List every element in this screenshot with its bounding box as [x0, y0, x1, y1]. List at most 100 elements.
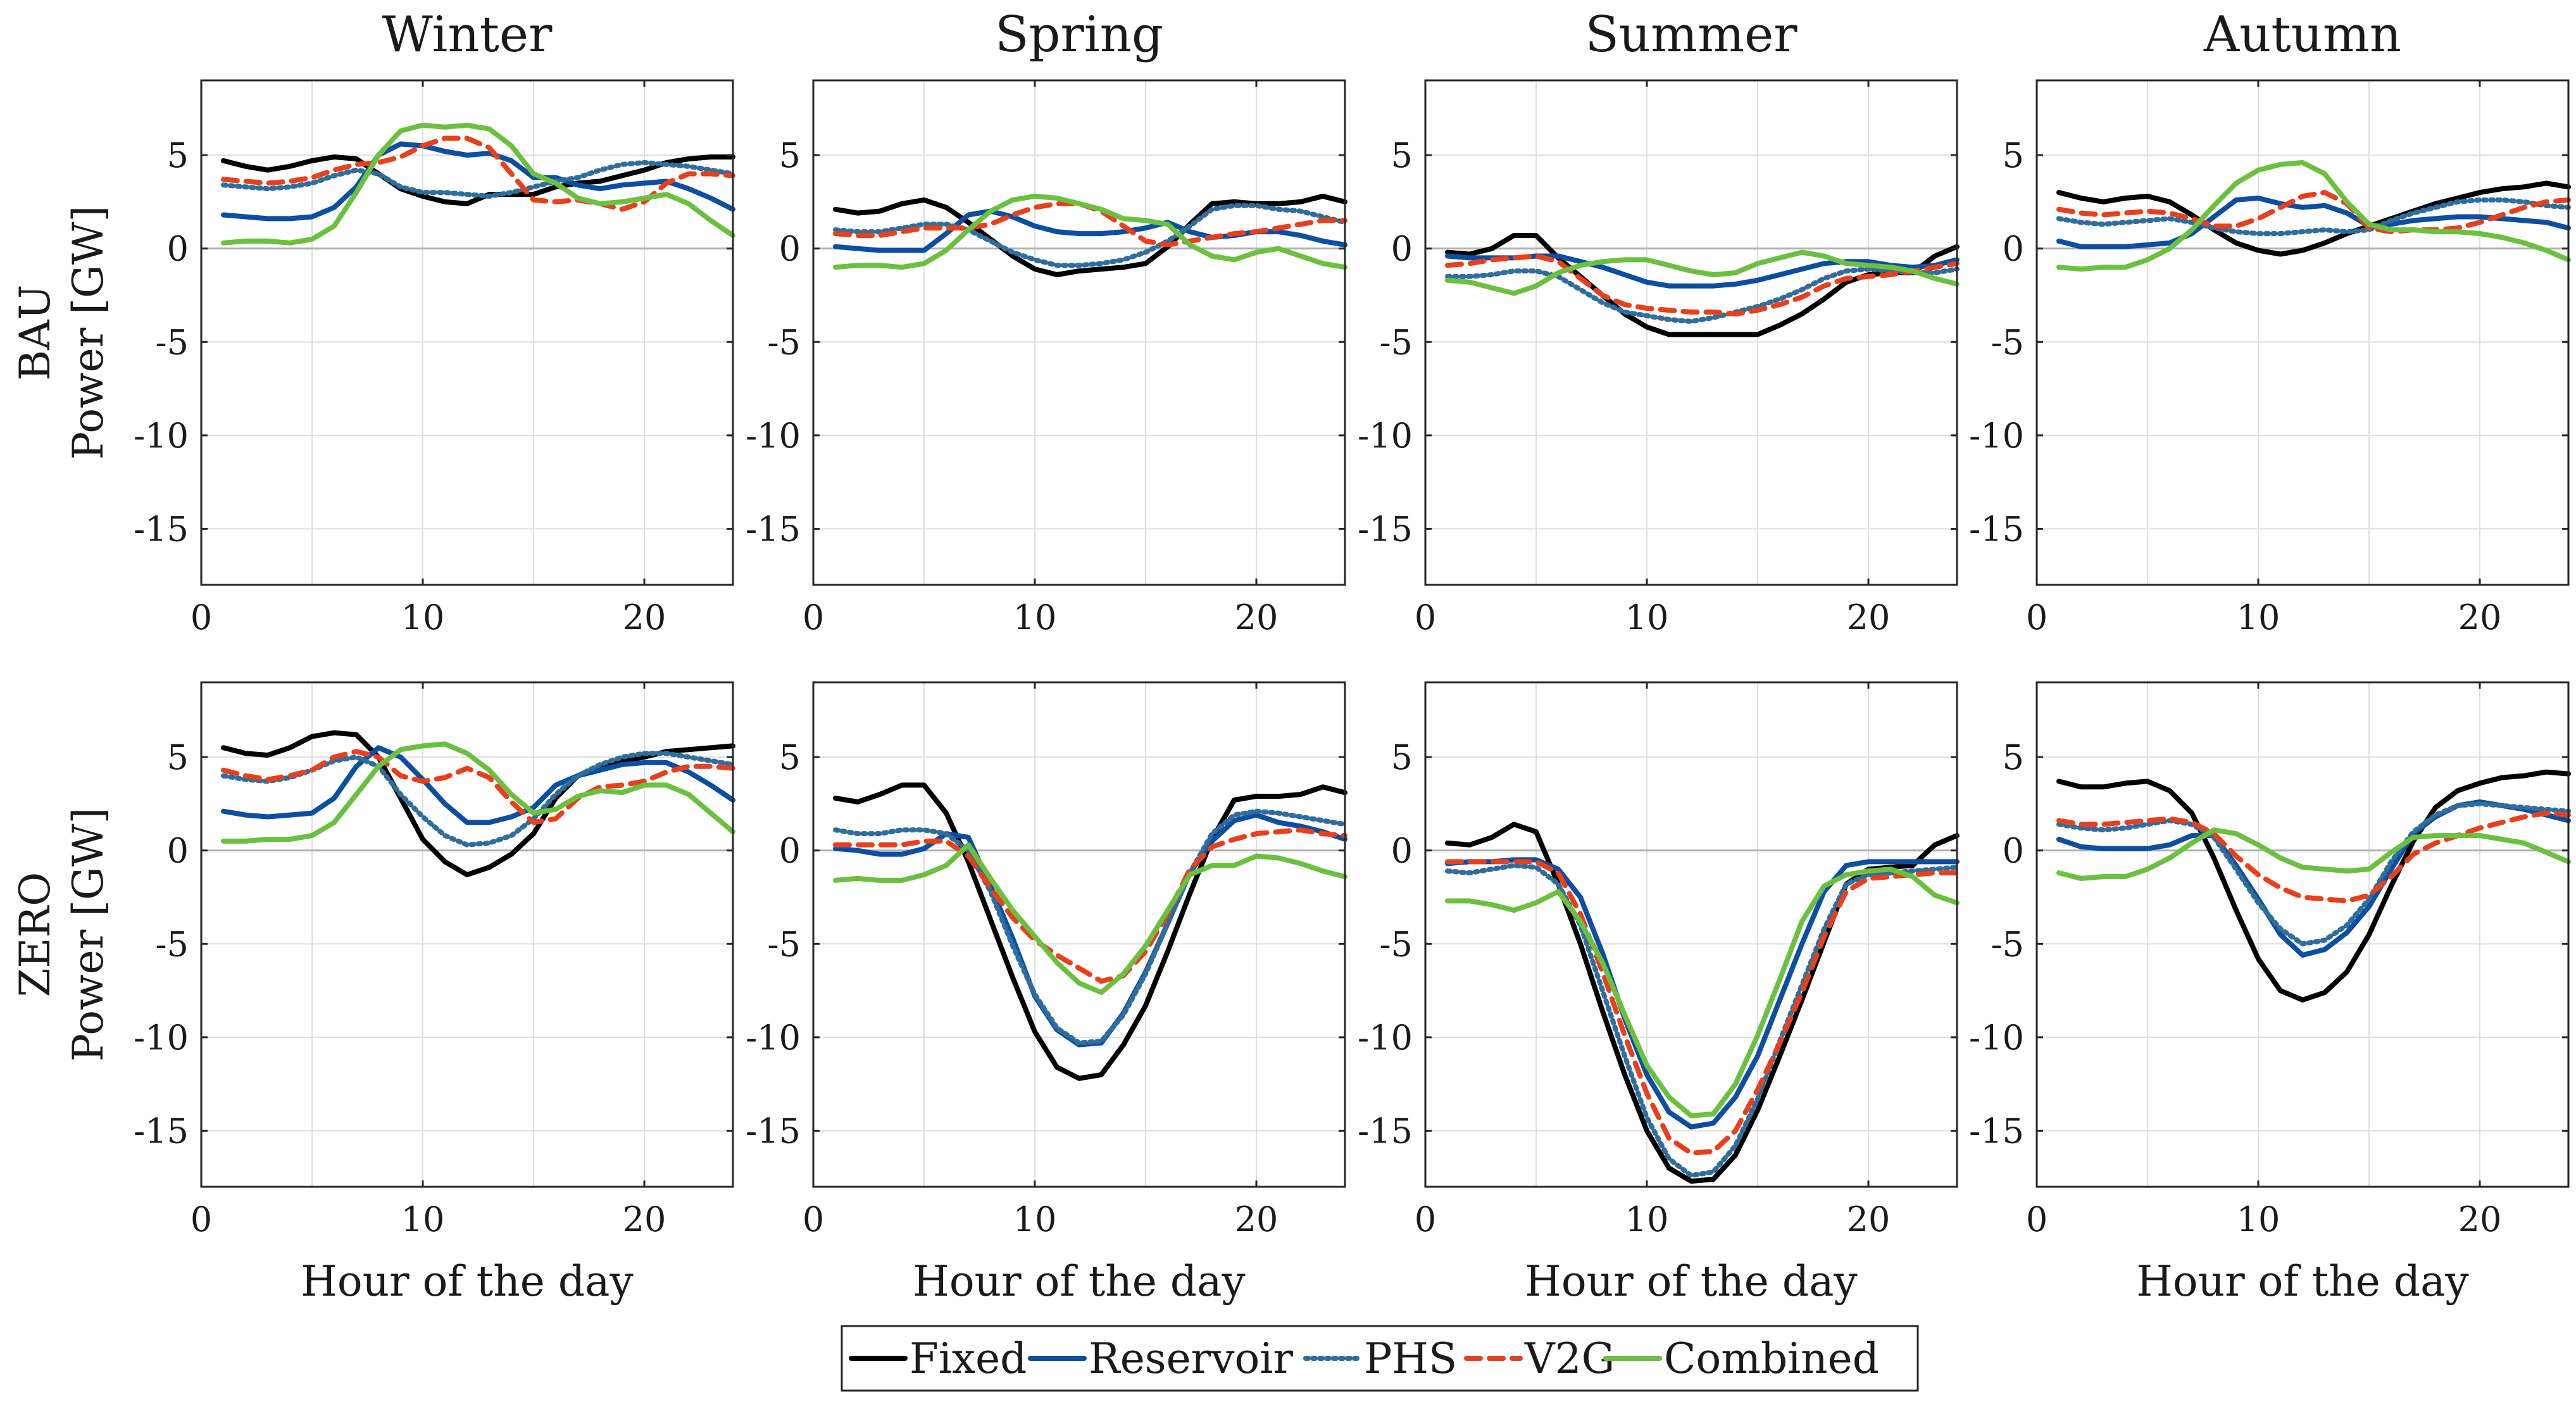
- panel-zero-spring: 0 10 20 5 0 -5 -10 -15 Hour of the day: [746, 681, 1347, 1306]
- x-tick-label: 20: [2458, 598, 2502, 637]
- axes-box: [812, 79, 1346, 586]
- series-line-phs: [833, 808, 1347, 1046]
- series-line-phs: [833, 203, 1347, 268]
- series-line-combined: [1445, 249, 1960, 296]
- x-tick-label: 0: [191, 1199, 212, 1239]
- x-axis-label: Hour of the day: [913, 1257, 1246, 1306]
- legend-label-phs: PHS: [1364, 1334, 1457, 1383]
- x-tick-label: 10: [401, 1199, 445, 1239]
- y-tick-label: 5: [779, 737, 801, 777]
- x-tick-label: 20: [1847, 598, 1891, 637]
- panel-zero-winter: 0 10 20 5 0 -5 -10 -15 Hour of the day ZERO Power …: [11, 681, 735, 1306]
- x-tick-label: 0: [191, 598, 212, 637]
- y-tick-label: -5: [767, 322, 801, 362]
- y-tick-label: 0: [167, 229, 189, 269]
- series-line-combined: [221, 741, 735, 844]
- series-line-phs: [221, 751, 735, 848]
- series-line-v2g: [1445, 253, 1960, 316]
- series-line-reservoir: [221, 745, 735, 825]
- series-line-v2g: [221, 749, 735, 825]
- y-tick-label: 5: [167, 135, 189, 175]
- series-line-phs: [221, 160, 735, 199]
- series-line-combined: [833, 842, 1347, 995]
- series-line-v2g: [2056, 810, 2571, 904]
- x-tick-label: 20: [1235, 598, 1279, 637]
- x-axis-label: Hour of the day: [2136, 1257, 2469, 1306]
- y-tick-label: -5: [155, 924, 189, 964]
- y-tick-label: -15: [1969, 509, 2024, 549]
- y-tick-label: -15: [1358, 509, 1413, 549]
- x-tick-label: 10: [1013, 598, 1057, 637]
- plot-area: [2037, 682, 2568, 1187]
- x-tick-label: 10: [2237, 598, 2280, 637]
- series-line-combined: [2056, 827, 2571, 881]
- y-tick-label: 0: [1391, 831, 1413, 871]
- legend-label-fixed: Fixed: [910, 1334, 1027, 1383]
- x-axis-label: Hour of the day: [1525, 1257, 1858, 1306]
- x-tick-label: 0: [1415, 1199, 1436, 1239]
- series-line-combined: [833, 194, 1347, 270]
- y-axis-label: Power [GW]: [64, 808, 113, 1062]
- plot-area: [2037, 80, 2568, 585]
- y-tick-label: -5: [1379, 322, 1413, 362]
- y-tick-label: 5: [2003, 135, 2024, 175]
- y-tick-label: -15: [1358, 1111, 1413, 1151]
- season-title: Winter: [382, 6, 553, 63]
- y-tick-label: -5: [1379, 924, 1413, 964]
- series-line-reservoir: [1445, 253, 1960, 289]
- series-line-phs: [2056, 197, 2571, 237]
- panel-zero-autumn: 0 10 20 5 0 -5 -10 -15 Hour of the day: [1969, 681, 2571, 1306]
- panel-zero-summer: 0 10 20 5 0 -5 -10 -15 Hour of the day: [1358, 681, 1960, 1306]
- series-line-combined: [2056, 160, 2571, 272]
- x-axis-label: Hour of the day: [301, 1257, 634, 1306]
- y-tick-label: -15: [1969, 1111, 2024, 1151]
- series-line-phs: [1445, 863, 1960, 1179]
- legend: Fixed Reservoir PHS V2G Combined: [841, 1325, 1919, 1392]
- plot-area: [813, 682, 1345, 1187]
- x-tick-label: 20: [2458, 1199, 2502, 1239]
- y-tick-label: 0: [779, 229, 801, 269]
- series-line-reservoir: [221, 141, 735, 222]
- y-tick-label: -15: [746, 1111, 801, 1151]
- y-tick-label: -15: [746, 509, 801, 549]
- y-tick-label: 5: [779, 135, 801, 175]
- series-line-v2g: [833, 827, 1347, 984]
- y-tick-label: -10: [1969, 416, 2024, 456]
- x-tick-label: 10: [1625, 1199, 1669, 1239]
- series-line-combined: [221, 122, 735, 246]
- y-tick-label: 5: [1391, 135, 1413, 175]
- series-line-v2g: [1445, 859, 1960, 1156]
- series-line-fixed: [221, 154, 735, 206]
- x-tick-label: 20: [1235, 1199, 1279, 1239]
- panel-bau-summer: 0 10 20 5 0 -5 -10 -15 Summer: [1358, 6, 1960, 637]
- y-tick-label: -10: [746, 416, 801, 456]
- y-tick-label: 0: [779, 831, 801, 871]
- y-tick-label: -10: [134, 416, 189, 456]
- y-tick-label: 5: [1391, 737, 1413, 777]
- y-tick-label: 0: [2003, 831, 2024, 871]
- y-tick-label: -5: [155, 322, 189, 362]
- y-tick-label: 0: [167, 831, 189, 871]
- series-line-phs: [1445, 266, 1960, 324]
- series-line-fixed: [2056, 180, 2571, 257]
- plot-area: [813, 80, 1345, 585]
- y-tick-label: -5: [1991, 322, 2024, 362]
- series-line-reservoir: [1445, 857, 1960, 1130]
- y-axis-label: Power [GW]: [64, 206, 113, 460]
- series-line-reservoir: [2056, 196, 2571, 249]
- y-tick-label: -5: [1991, 924, 2024, 964]
- y-tick-label: -10: [1969, 1018, 2024, 1058]
- x-tick-label: 0: [803, 598, 824, 637]
- legend-label-reservoir: Reservoir: [1089, 1334, 1293, 1383]
- x-tick-label: 10: [2237, 1199, 2280, 1239]
- x-tick-label: 0: [2026, 1199, 2048, 1239]
- plot-area: [201, 682, 733, 1187]
- y-tick-label: 5: [167, 737, 189, 777]
- panel-bau-winter: 0 10 20 5 0 -5 -10 -15 Winter BAU Power [GW]: [11, 6, 735, 637]
- series-line-fixed: [2056, 769, 2571, 1003]
- axes-box: [200, 681, 734, 1188]
- axes-box: [1424, 79, 1958, 586]
- y-tick-label: -15: [134, 1111, 189, 1151]
